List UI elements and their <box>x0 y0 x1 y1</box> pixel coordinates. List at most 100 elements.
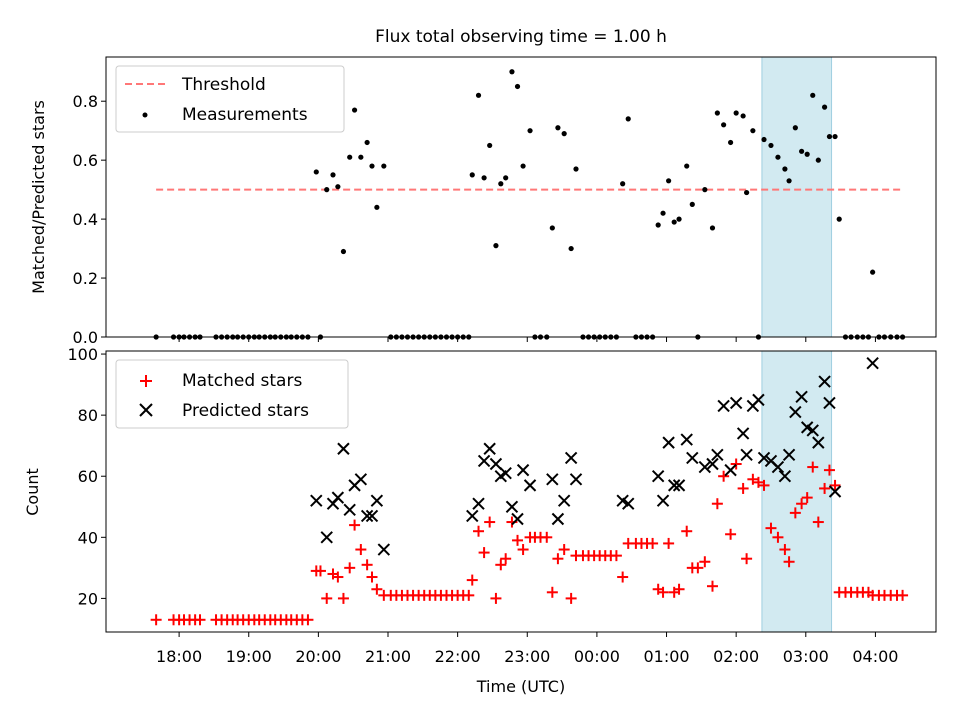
measurement-point <box>666 178 672 184</box>
predicted-point-b <box>782 448 796 462</box>
predicted-point <box>337 442 350 455</box>
matched-point <box>473 525 485 537</box>
highlight-band <box>761 56 833 338</box>
predicted-point <box>782 448 796 462</box>
top-y-axis: 0.0 0.2 0.4 0.6 0.8 <box>73 92 106 347</box>
matched-point <box>355 544 367 556</box>
measurement-point <box>744 189 750 196</box>
predicted-point <box>806 424 819 437</box>
bottom-y-tick-label: 60 <box>78 467 98 486</box>
bottom-x-tick-label: 03:00 <box>783 647 829 666</box>
matched-point <box>783 556 795 568</box>
bottom-highlight-band <box>761 350 833 633</box>
predicted-point <box>795 390 808 404</box>
measurement-point <box>870 269 876 275</box>
measurement-point <box>702 187 708 193</box>
matched-point <box>552 553 564 565</box>
predicted-point-b <box>564 451 578 465</box>
predicted-point <box>551 512 565 526</box>
predicted-point-b <box>546 473 559 486</box>
predicted-point-b <box>511 512 524 526</box>
matched-point <box>819 482 831 494</box>
measurement-point <box>330 172 336 178</box>
matched-point <box>741 553 753 565</box>
predicted-point-b <box>686 451 699 465</box>
measurement-point <box>761 136 767 143</box>
measurement-point <box>527 128 533 134</box>
matched-point <box>517 544 529 556</box>
predicted-point-b <box>823 396 836 410</box>
measurement-point <box>684 163 690 169</box>
predicted-point-b <box>472 497 485 510</box>
matched-point <box>829 479 841 491</box>
matched-point <box>558 544 570 556</box>
predicted-point <box>672 479 686 492</box>
predicted-point <box>757 451 771 465</box>
predicted-point <box>483 442 496 455</box>
bottom-x-tick-label: 18:00 <box>156 647 202 666</box>
measurement-point <box>351 107 358 113</box>
matched-points <box>150 458 909 626</box>
matched-point <box>321 592 333 604</box>
measurement-point <box>561 131 567 137</box>
measurement-point <box>509 69 515 75</box>
matched-point <box>371 583 383 595</box>
measurement-point <box>347 154 353 160</box>
predicted-point-b <box>505 500 519 513</box>
predicted-point-b <box>477 454 491 468</box>
predicted-point <box>818 375 831 388</box>
predicted-point-b <box>717 399 730 413</box>
measurement-point <box>799 148 805 154</box>
predicted-point-b <box>551 512 565 526</box>
matched-point <box>150 614 162 626</box>
measurement-point <box>573 166 579 172</box>
top-legend: Threshold Measurements <box>115 65 345 133</box>
predicted-point <box>778 470 792 483</box>
measurement-point <box>335 184 341 190</box>
predicted-point <box>499 466 512 480</box>
bottom-panel: 20 40 60 80 100 18:00 19:00 20:00 21:00 22:00 23:… <box>23 345 937 696</box>
measurement-point <box>660 210 666 216</box>
bottom-x-tick-label: 02:00 <box>713 647 759 666</box>
top-legend-box <box>115 65 345 133</box>
predicted-point-b <box>740 448 753 462</box>
measurement-point <box>358 154 364 160</box>
measurement-point <box>555 125 561 131</box>
predicted-point <box>866 357 879 370</box>
measurement-point <box>727 139 734 146</box>
matched-point <box>478 547 490 559</box>
measurement-point <box>782 166 788 172</box>
predicted-point <box>729 396 743 410</box>
predicted-point-b <box>866 357 879 370</box>
matched-point <box>500 553 512 565</box>
matched-point <box>758 479 770 491</box>
measurement-point <box>815 157 821 163</box>
bottom-y-axis-label: Count <box>23 468 42 516</box>
predicted-point-b <box>523 479 537 492</box>
matched-point <box>617 571 629 583</box>
matched-point <box>823 464 835 476</box>
measurement-point <box>475 92 482 98</box>
measurement-point <box>733 110 739 116</box>
predicted-point-b <box>354 473 368 486</box>
predicted-point-b <box>806 424 819 437</box>
predicted-point <box>511 512 524 526</box>
predicted-point <box>523 479 537 492</box>
matched-point <box>541 531 553 543</box>
predicted-point <box>651 470 665 483</box>
predicted-point <box>667 479 681 492</box>
predicted-point <box>472 497 485 510</box>
bottom-x-tick-label: 21:00 <box>365 647 411 666</box>
matched-point <box>765 522 777 534</box>
matched-point <box>349 519 361 531</box>
top-highlight-band <box>761 56 833 338</box>
predicted-point-b <box>569 473 583 486</box>
matched-point <box>495 559 507 571</box>
predicted-point-b <box>483 442 496 455</box>
bottom-x-axis: 18:00 19:00 20:00 21:00 22:00 23:00 00:00 01:00… <box>156 632 898 666</box>
matched-point <box>789 507 801 519</box>
predicted-point-b <box>800 421 814 434</box>
measurement-point <box>625 116 631 122</box>
bottom-x-tick-label: 20:00 <box>295 647 341 666</box>
